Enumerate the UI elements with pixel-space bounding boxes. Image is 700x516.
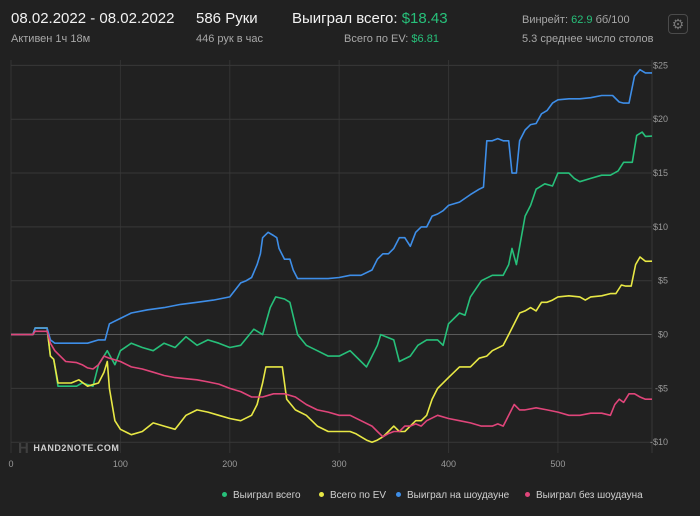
avg-tables: 5.3 среднее число столов [522, 33, 654, 45]
legend-item-won-total[interactable]: Выиграл всего [222, 490, 301, 501]
winrate-label: Винрейт: [522, 14, 569, 26]
x-tick-label: 400 [441, 459, 456, 469]
y-tick-label: $0 [658, 330, 668, 340]
ev-total-value: $6.81 [411, 33, 439, 45]
hand2note-logo-icon: H [18, 440, 30, 457]
hands-per-hour: 446 рук в час [196, 33, 264, 45]
x-tick-label: 0 [8, 459, 13, 469]
series-line-showdown [11, 68, 652, 344]
chart-series [11, 68, 653, 443]
y-tick-label: $5 [658, 276, 668, 286]
winrate: Винрейт: 62.9 бб/100 [522, 14, 630, 26]
y-tick-label: $15 [653, 168, 668, 178]
profit-chart: 0 100 200 300 400 500 $25 $20 $15 $10 $5 $0 -$5 -$10 [8, 60, 668, 469]
legend-dot [222, 491, 227, 497]
y-tick-label: -$10 [650, 437, 668, 447]
legend-label: Выиграл всего [233, 490, 301, 501]
legend-item-showdown[interactable]: Выиграл на шоудауне [396, 490, 509, 501]
legend-label: Выиграл без шоудауна [536, 490, 643, 501]
ev-total: Всего по EV: $6.81 [344, 33, 439, 45]
y-tick-label: $10 [653, 222, 668, 232]
legend-item-ev[interactable]: Всего по EV [319, 490, 386, 501]
series-line-non-showdown [11, 330, 652, 438]
ev-total-label: Всего по EV: [344, 33, 409, 45]
hand2note-logo-text: HAND2NOTE.COM [33, 442, 120, 453]
chart-ticks: 0 100 200 300 400 500 $25 $20 $15 $10 $5 $0 -$5 -$10 [8, 60, 668, 469]
legend-dot [525, 491, 530, 497]
stats-header: 08.02.2022 - 08.02.2022 Активен 1ч 18м 5… [0, 0, 700, 58]
legend-label: Всего по EV [330, 490, 387, 501]
chart-grid [10, 60, 653, 453]
series-line-ev [11, 256, 653, 443]
x-tick-label: 100 [113, 459, 128, 469]
hand2note-logo: H HAND2NOTE.COM [18, 440, 119, 457]
won-total-label: Выиграл всего: [292, 10, 398, 27]
legend-dot [396, 491, 401, 497]
legend-label: Выиграл на шоудауне [407, 490, 510, 501]
x-tick-label: 300 [332, 459, 347, 469]
winrate-unit: бб/100 [595, 14, 630, 26]
won-total: Выиграл всего: $18.43 [292, 10, 448, 27]
y-tick-label: $20 [653, 114, 668, 124]
series-line-won-total [11, 131, 653, 387]
legend-dot [319, 491, 324, 497]
gear-icon[interactable]: ⚙ [668, 14, 688, 34]
winrate-value: 62.9 [571, 14, 593, 26]
legend-item-non-showdown[interactable]: Выиграл без шоудауна [525, 490, 643, 501]
chart-legend: Выиграл всего Всего по EV Выиграл на шоу… [0, 490, 700, 506]
y-tick-label: $25 [653, 60, 668, 70]
won-total-value: $18.43 [401, 10, 448, 27]
x-tick-label: 200 [222, 459, 237, 469]
hands-count: 586 Руки [196, 10, 258, 27]
date-range: 08.02.2022 - 08.02.2022 [11, 10, 175, 27]
y-tick-label: -$5 [655, 383, 668, 393]
x-tick-label: 500 [550, 459, 565, 469]
active-time: Активен 1ч 18м [11, 33, 91, 45]
